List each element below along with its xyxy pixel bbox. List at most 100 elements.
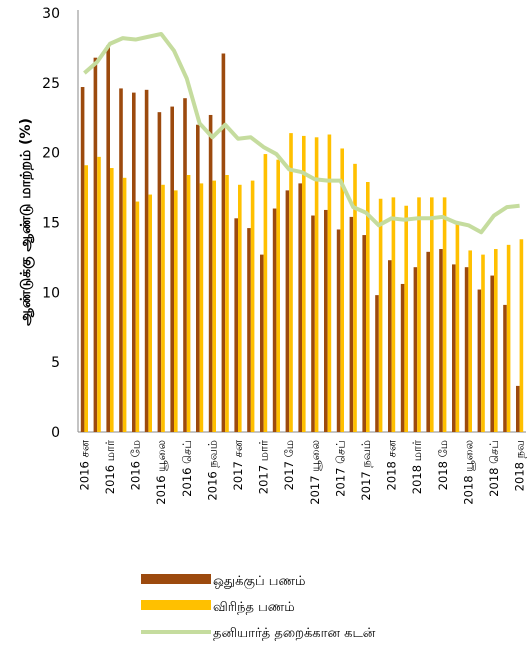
- x-tick-label: 2017 சன: [231, 439, 245, 490]
- bar-reserve-money: [208, 114, 213, 433]
- legend-swatch: [141, 600, 211, 610]
- bar-broad-money: [199, 183, 204, 432]
- bar-broad-money: [494, 249, 498, 432]
- bar-reserve-money: [400, 283, 405, 432]
- bar-broad-money: [519, 239, 524, 432]
- bar-broad-money: [366, 182, 370, 432]
- bar-broad-money: [135, 201, 140, 432]
- bar-broad-money: [468, 250, 472, 432]
- bar-broad-money: [276, 159, 280, 432]
- x-axis-ticks: 2016 சன 2016 மார் 2016 மே 2016 யூலை 2016 செப…: [77, 439, 526, 505]
- bar-reserve-money: [477, 289, 482, 432]
- legend-label: தனியார்த் தறைக்கான கடன்: [213, 626, 376, 641]
- bar-reserve-money: [132, 92, 136, 433]
- bar-reserve-money: [362, 235, 366, 432]
- bar-broad-money: [161, 184, 165, 432]
- x-tick-label: 2016 மார்: [103, 439, 117, 494]
- bar-broad-money: [404, 205, 408, 432]
- bar-reserve-money: [119, 88, 123, 433]
- x-tick-label: 2018 மே: [436, 440, 450, 490]
- y-axis-title: ஆண்டுக்கு ஆண்டு மாற்றம் (%): [18, 118, 35, 326]
- bar-broad-money: [378, 198, 383, 432]
- bar-reserve-money: [516, 385, 520, 432]
- bar-reserve-money: [336, 229, 341, 432]
- bar-broad-money: [327, 134, 332, 432]
- bar-reserve-money: [503, 304, 507, 432]
- bar-reserve-money: [464, 267, 469, 432]
- bar-reserve-money: [298, 183, 302, 432]
- bar-reserve-money: [183, 98, 187, 432]
- bar-broad-money: [186, 175, 191, 432]
- bar-broad-money: [238, 184, 242, 432]
- bar-broad-money: [122, 177, 127, 432]
- bar-reserve-money: [452, 264, 456, 432]
- bar-reserve-money: [439, 249, 443, 432]
- bar-reserve-money: [234, 218, 238, 432]
- bar-reserve-money: [144, 89, 149, 432]
- y-tick-label: 25: [42, 76, 60, 92]
- line-private-credit: [83, 31, 520, 235]
- bar-broad-money: [391, 197, 396, 432]
- bar-reserve-money: [196, 124, 200, 432]
- bar-reserve-money: [388, 260, 392, 432]
- bar-broad-money: [340, 148, 344, 433]
- bar-broad-money: [417, 197, 421, 432]
- legend-label: ஒதுக்குப் பணம்: [213, 574, 305, 589]
- bar-reserve-money: [221, 53, 226, 432]
- bar-reserve-money: [375, 295, 379, 432]
- x-tick-label: 2016 யூலை: [154, 440, 168, 505]
- x-tick-label: 2018 மார்: [410, 439, 424, 494]
- bar-broad-money: [174, 190, 178, 432]
- bar-reserve-money: [170, 106, 174, 432]
- bar-broad-money: [302, 135, 306, 432]
- bar-broad-money: [110, 168, 114, 432]
- x-tick-label: 2016 மே: [129, 440, 143, 490]
- bar-broad-money: [225, 175, 229, 432]
- bar-reserve-money: [247, 228, 251, 432]
- y-axis-ticks: 0 5 10 15 20 25 30: [42, 6, 60, 441]
- bar-reserve-money: [272, 208, 277, 432]
- bar-broad-money: [263, 154, 268, 432]
- x-tick-label: 2017 யூலை: [308, 440, 322, 505]
- bars: [80, 45, 524, 433]
- bar-broad-money: [442, 197, 447, 432]
- bar-broad-money: [353, 163, 357, 432]
- line-series: [83, 31, 520, 235]
- bar-reserve-money: [260, 254, 264, 432]
- bar-reserve-money: [324, 209, 328, 432]
- y-tick-label: 30: [42, 6, 60, 22]
- x-tick-label: 2017 நவம்: [359, 440, 373, 501]
- x-tick-label: 2017 மார்: [257, 439, 271, 494]
- bar-reserve-money: [157, 112, 162, 432]
- bar-broad-money: [430, 197, 434, 432]
- x-tick-label: 2018 சன: [385, 439, 399, 490]
- legend-swatch: [141, 574, 211, 584]
- x-tick-label: 2017 மே: [282, 440, 296, 490]
- bar-reserve-money: [311, 215, 315, 432]
- y-tick-label: 10: [42, 285, 60, 301]
- y-tick-label: 0: [51, 425, 60, 441]
- bar-broad-money: [84, 165, 88, 433]
- bar-broad-money: [481, 254, 485, 432]
- x-tick-label: 2016 நவம்: [205, 440, 219, 501]
- bar-reserve-money: [413, 267, 418, 432]
- y-tick-label: 20: [42, 146, 60, 162]
- legend-label: விரிந்த பணம்: [213, 600, 295, 615]
- bar-reserve-money: [349, 216, 354, 432]
- x-tick-label: 2017 செப்: [333, 440, 347, 497]
- bar-reserve-money: [80, 87, 85, 433]
- bar-broad-money: [506, 244, 511, 432]
- bar-broad-money: [212, 180, 216, 432]
- bar-reserve-money: [93, 57, 98, 432]
- x-tick-label: 2016 சன: [77, 439, 91, 490]
- x-tick-label: 2018 நவ: [513, 440, 527, 491]
- bar-broad-money: [148, 194, 152, 432]
- bar-broad-money: [97, 156, 101, 433]
- y-tick-label: 5: [51, 355, 60, 371]
- x-tick-label: 2016 செப்: [180, 440, 194, 497]
- bar-reserve-money: [490, 275, 494, 432]
- bar-broad-money: [455, 223, 460, 432]
- bar-reserve-money: [285, 190, 290, 432]
- x-tick-label: 2018 யூலை: [461, 440, 475, 505]
